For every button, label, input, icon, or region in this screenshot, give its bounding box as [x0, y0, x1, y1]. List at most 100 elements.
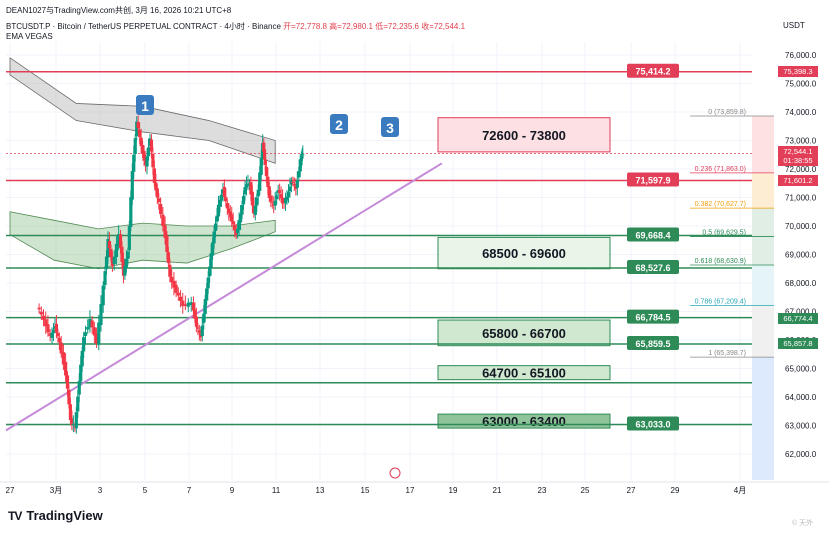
- candle-body: [74, 412, 78, 429]
- candle-body: [77, 380, 81, 395]
- candle-body: [94, 334, 99, 344]
- candle-body: [126, 251, 130, 259]
- x-tick-label: 23: [538, 486, 547, 495]
- y-tick-label: 75,000.0: [785, 80, 817, 89]
- candle-body: [228, 211, 232, 218]
- candle-body: [206, 277, 210, 289]
- candle-body: [149, 139, 154, 152]
- candle-body: [236, 228, 240, 234]
- candle-body: [138, 129, 142, 138]
- candle-body: [178, 296, 183, 301]
- chart-title: DEAN1027与TradingView.com共创, 3月 16, 2026 …: [6, 6, 232, 15]
- candle-body: [205, 288, 209, 301]
- candle-body: [218, 199, 222, 207]
- candle-body: [213, 223, 218, 231]
- candle-body: [181, 300, 185, 307]
- zone-label-4: 64700 - 65100: [482, 366, 566, 381]
- candle-body: [299, 157, 303, 161]
- candle-body: [250, 191, 254, 206]
- tv-logo-icon: TV: [8, 508, 22, 523]
- candle-body: [231, 221, 235, 225]
- fib-band-3: [752, 208, 774, 237]
- candle-body: [120, 246, 124, 262]
- currency-label: USDT: [783, 21, 805, 30]
- price-tag-4: 71,601.2: [783, 176, 812, 185]
- candle-body: [37, 307, 41, 310]
- candle-body: [44, 319, 48, 327]
- candle-body: [176, 292, 180, 296]
- candle-body: [80, 350, 84, 367]
- candle-body: [48, 333, 52, 336]
- candle-body: [237, 219, 241, 230]
- candle-body: [300, 156, 304, 158]
- level-tag-6: 65,859.5: [635, 339, 670, 349]
- candle-body: [67, 389, 71, 405]
- candle-body: [238, 213, 243, 223]
- price-tag-bg-5: [778, 313, 818, 324]
- y-tick-label: 62,000.0: [785, 450, 817, 459]
- candle-body: [189, 302, 193, 306]
- fib-band-5: [752, 265, 774, 306]
- price-tag-3: 01:38:55: [783, 156, 812, 165]
- candle-body: [208, 266, 212, 277]
- candle-body: [107, 241, 112, 249]
- candle-body: [76, 396, 80, 412]
- candle-body: [92, 327, 96, 336]
- candle-body: [194, 316, 198, 327]
- price-tag-6: 65,857.8: [783, 339, 812, 348]
- wave-label-bg-3: [381, 117, 399, 137]
- x-tick-label: 27: [6, 486, 15, 495]
- candle-body: [215, 215, 219, 222]
- fib-label-4: 0.5 (69,629.5): [702, 230, 746, 237]
- level-tag-5: 66,784.5: [635, 313, 670, 323]
- candle-body: [246, 183, 250, 186]
- candle-body: [83, 332, 88, 336]
- zone-label-5: 63000 - 63400: [482, 414, 566, 429]
- level-tag-2: 71,597.9: [635, 175, 670, 185]
- fib-label-1: 0 (73,859.8): [708, 109, 746, 116]
- candle-body: [54, 323, 59, 333]
- candle-body: [292, 184, 296, 186]
- price-tag-bg-6: [778, 338, 818, 349]
- candle-body: [186, 302, 190, 307]
- candle-body: [109, 248, 113, 258]
- fib-label-5: 0.618 (68,630.9): [695, 258, 746, 265]
- candle-body: [103, 271, 107, 286]
- candle-body: [110, 256, 115, 267]
- candle-body: [227, 208, 231, 213]
- candle-body: [279, 194, 283, 199]
- candle-body: [286, 191, 291, 198]
- symbol-description[interactable]: BTCUSDT.P · Bitcoin / TetherUS PERPETUAL…: [6, 22, 281, 31]
- tradingview-logo[interactable]: TV TradingView: [8, 508, 103, 523]
- candle-body: [114, 243, 119, 257]
- zone-label-3: 65800 - 66700: [482, 326, 566, 341]
- x-tick-label: 29: [671, 486, 680, 495]
- candle-body: [46, 324, 50, 333]
- candle-body: [174, 284, 178, 293]
- candle-body: [51, 329, 56, 334]
- wave-label-1: 1: [141, 98, 149, 114]
- candle-body: [262, 149, 267, 160]
- candle-body: [295, 180, 299, 188]
- indicator-name[interactable]: EMA VEGAS: [6, 32, 53, 41]
- candle-body: [267, 186, 271, 199]
- candle-body: [157, 198, 161, 202]
- wave-label-bg-1: [136, 95, 154, 115]
- x-tick-label: 13: [316, 486, 325, 495]
- level-tag-bg-2: [627, 172, 679, 187]
- candle-body: [117, 234, 121, 246]
- candle-body: [104, 256, 109, 270]
- candle-body: [270, 201, 274, 203]
- zone-box-4: [437, 365, 611, 381]
- candle-body: [196, 327, 200, 329]
- x-tick-label: 5: [143, 486, 148, 495]
- candle-body: [163, 225, 167, 238]
- candle-body: [269, 195, 273, 202]
- symbol-info-line: BTCUSDT.P · Bitcoin / TetherUS PERPETUAL…: [6, 21, 465, 32]
- candle-body: [79, 364, 83, 382]
- candle-body: [145, 156, 149, 167]
- zone-box-3: [437, 319, 611, 347]
- candle-body: [155, 188, 159, 198]
- candle-body: [90, 320, 94, 328]
